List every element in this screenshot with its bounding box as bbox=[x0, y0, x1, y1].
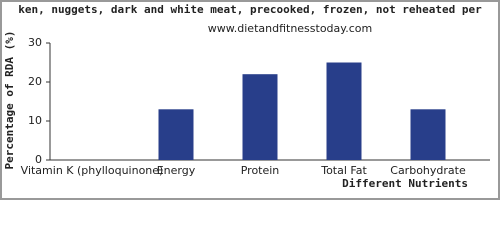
bar bbox=[410, 109, 446, 160]
x-tick-label: Total Fat bbox=[320, 164, 367, 177]
y-tick-label: 20 bbox=[28, 75, 42, 88]
x-tick-label: Vitamin K (phylloquinone) bbox=[21, 164, 164, 177]
y-tick-label: 0 bbox=[35, 153, 42, 166]
bar bbox=[326, 62, 362, 160]
x-tick-label: Energy bbox=[157, 164, 196, 177]
x-tick-label: Carbohydrate bbox=[390, 164, 466, 177]
chart: ken, nuggets, dark and white meat, preco… bbox=[0, 0, 500, 200]
chart-title: ken, nuggets, dark and white meat, preco… bbox=[18, 3, 482, 16]
chart-subtitle: www.dietandfitnesstoday.com bbox=[208, 22, 372, 35]
y-axis-label: Percentage of RDA (%) bbox=[3, 30, 16, 169]
x-tick-label: Protein bbox=[241, 164, 280, 177]
y-tick-label: 10 bbox=[28, 114, 42, 127]
bar bbox=[158, 109, 194, 160]
bar bbox=[242, 74, 278, 160]
y-tick-label: 30 bbox=[28, 36, 42, 49]
x-axis-label: Different Nutrients bbox=[342, 177, 468, 190]
